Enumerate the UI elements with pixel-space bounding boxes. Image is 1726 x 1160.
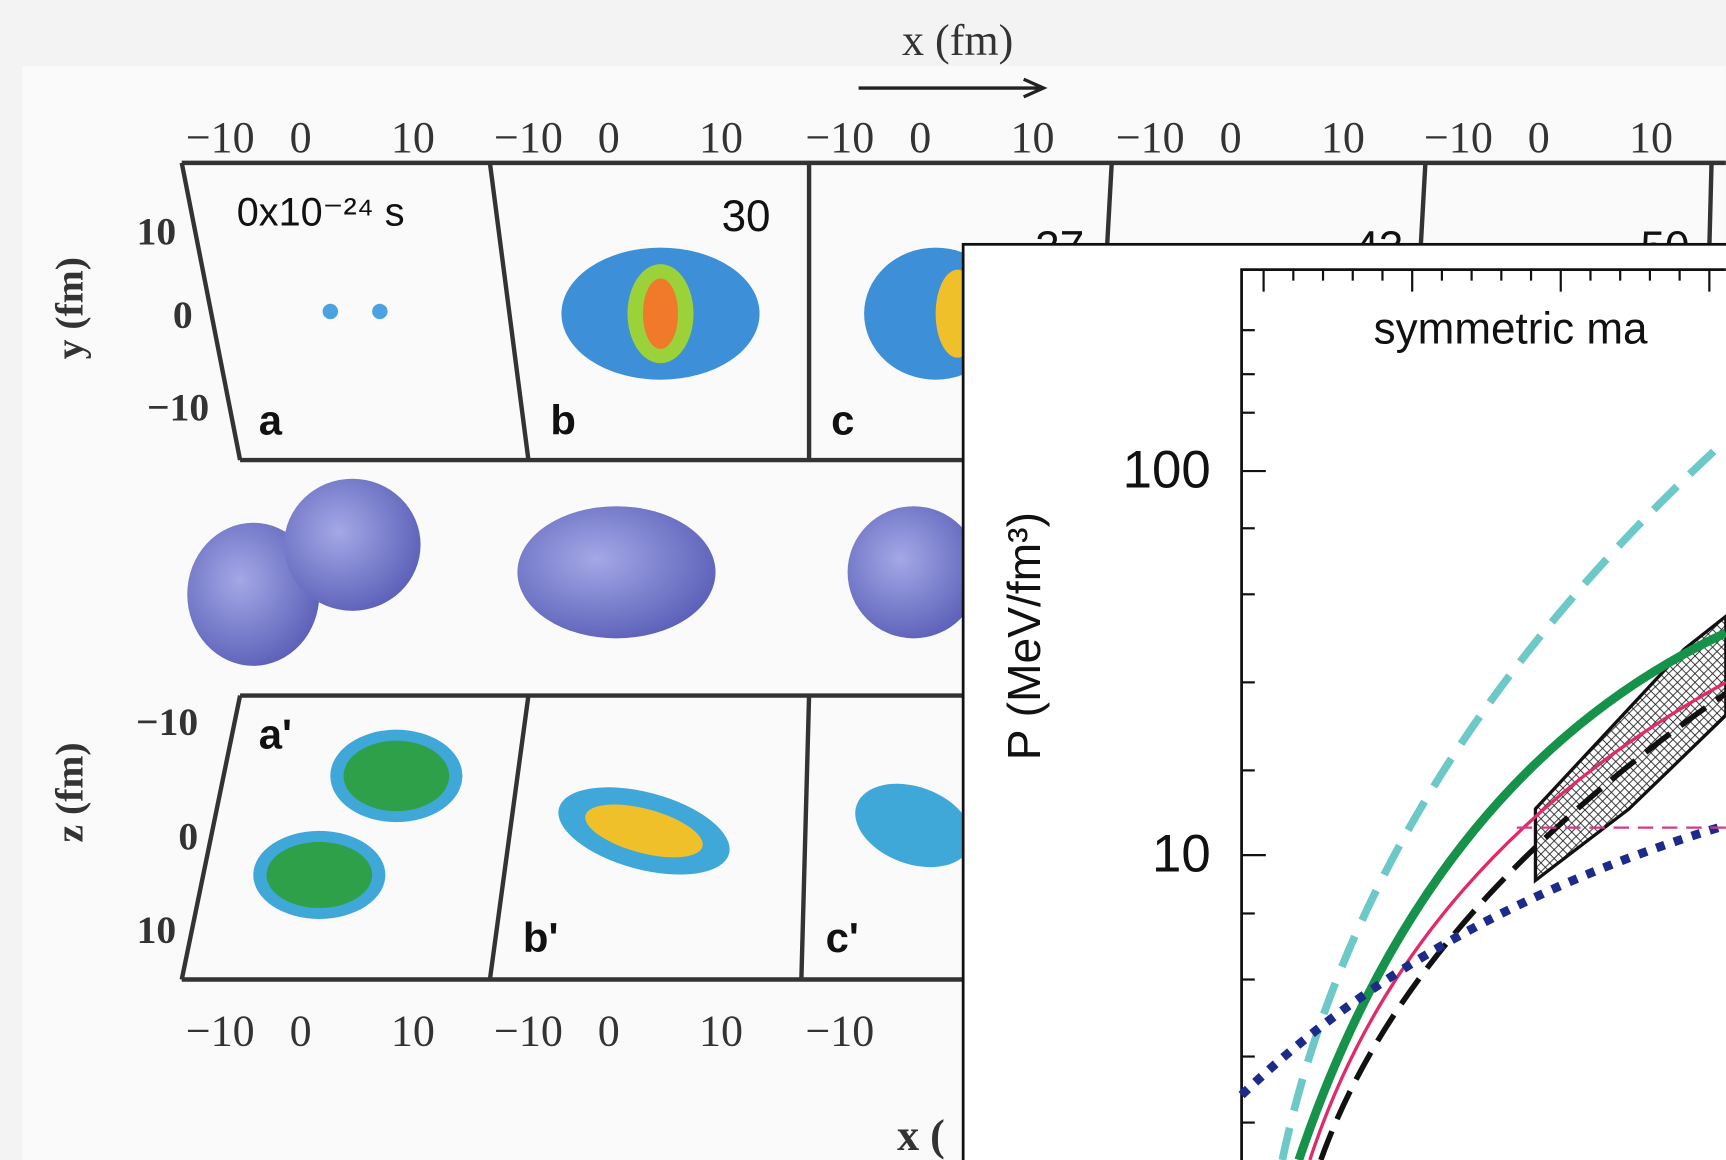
x-tick: −10 [1424, 113, 1493, 162]
nucleus [284, 478, 421, 611]
y-axis-label: P (MeV/fm³) [998, 512, 1050, 760]
x-tick: 0 [1220, 113, 1242, 162]
curve [1278, 437, 1726, 1160]
panel-label: c [831, 397, 854, 444]
nucleus [517, 506, 716, 639]
x-tick: −10 [805, 1007, 874, 1056]
x-tick: 10 [391, 113, 435, 162]
nucleon [322, 303, 339, 320]
x-tick: 10 [1629, 113, 1673, 162]
x-tick: −10 [494, 1007, 563, 1056]
x-tick: 10 [699, 1007, 743, 1056]
x-tick: 0 [1528, 113, 1550, 162]
bottom-axis-label: x ( [897, 1111, 945, 1160]
x-tick: 0 [290, 1007, 312, 1056]
curve [1308, 680, 1726, 1160]
x-tick: −10 [494, 113, 563, 162]
y-axis-label: y (fm) [48, 257, 92, 359]
curve [1294, 628, 1726, 1160]
x-tick: 0 [598, 1007, 620, 1056]
plot-axes [1240, 268, 1726, 1160]
y-tick: −10 [147, 385, 209, 429]
panel-label: a' [259, 710, 292, 757]
z-tick: 0 [178, 815, 198, 859]
x-tick: 10 [699, 113, 743, 162]
density [642, 278, 679, 349]
y-tick: 10 [137, 209, 177, 253]
curve [1238, 821, 1726, 1099]
x-tick: 10 [391, 1007, 435, 1056]
z-axis-label: z (fm) [48, 742, 92, 842]
arrow [858, 77, 1048, 99]
x-tick: 0 [598, 113, 620, 162]
x-tick: −10 [1116, 113, 1185, 162]
density [585, 804, 703, 858]
x-tick: 10 [1010, 113, 1054, 162]
panel-label: c' [826, 914, 859, 961]
panel-label: b' [523, 914, 558, 961]
density [266, 841, 373, 908]
panel-label: a [259, 397, 283, 444]
z-tick: 10 [137, 908, 177, 952]
time-label: 30 [722, 192, 771, 241]
curve [1318, 691, 1726, 1160]
x-tick: −10 [186, 113, 255, 162]
left-figure: x (fm) −10 0 10 −10 0 10 −10 0 10 −10 0 10 −10 0 10 0x… [48, 16, 1726, 1160]
time-label: 0x10⁻²⁴ s [237, 191, 405, 235]
x-tick: 0 [290, 113, 312, 162]
nucleon [372, 303, 388, 320]
panel-label: b [550, 397, 576, 444]
x-axis-label: x (fm) [902, 16, 1013, 65]
density [855, 783, 973, 868]
y-tick: 100 [1123, 441, 1211, 500]
y-tick: 0 [173, 293, 193, 337]
nucleus [847, 506, 980, 639]
x-tick: 10 [1321, 113, 1365, 162]
x-tick: 0 [909, 113, 931, 162]
x-tick: −10 [805, 113, 874, 162]
z-tick: −10 [136, 700, 198, 744]
x-tick: −10 [186, 1007, 255, 1056]
inset: symmetric ma 100 10 P (MeV/fm³) [961, 242, 1726, 1160]
annotation: symmetric ma [1374, 304, 1648, 353]
density [343, 740, 450, 812]
y-tick: 10 [1152, 825, 1211, 884]
